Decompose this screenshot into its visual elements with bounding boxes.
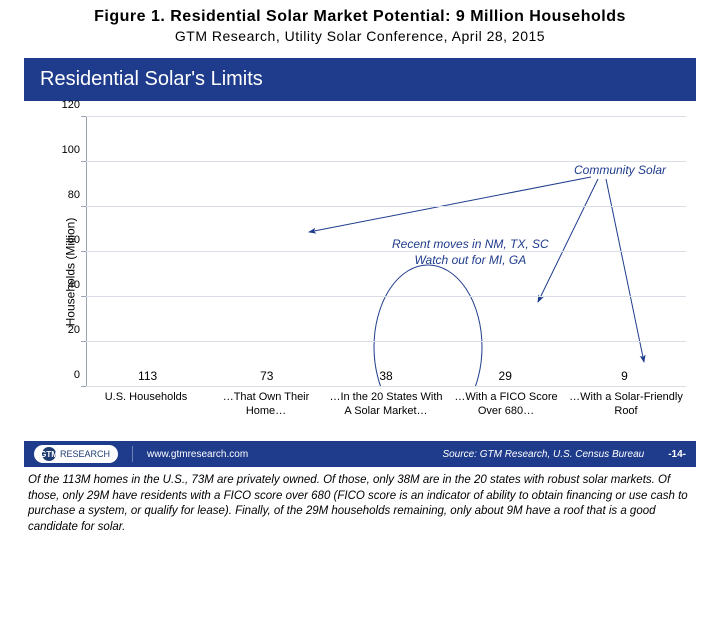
x-tick-label: …In the 20 States With A Solar Market…	[326, 387, 446, 437]
y-tick	[81, 251, 86, 252]
y-tick-label: 20	[68, 324, 86, 336]
bar-slot: 29	[446, 369, 565, 387]
figure-title: Figure 1. Residential Solar Market Poten…	[24, 8, 696, 26]
footer-source: Source: GTM Research, U.S. Census Bureau	[442, 449, 644, 460]
x-tick-label: …With a Solar-Friendly Roof	[566, 387, 686, 437]
x-tick-label: …That Own Their Home…	[206, 387, 326, 437]
bar-value-label: 9	[621, 369, 628, 383]
y-tick-label: 100	[62, 144, 86, 156]
gtm-logo-text: RESEARCH	[60, 449, 110, 459]
bar-value-label: 29	[499, 369, 512, 383]
x-tick-labels: U.S. Households…That Own Their Home……In …	[86, 387, 686, 437]
bar-chart: Households (Million) 1137338299 02040608…	[24, 107, 696, 437]
y-tick-label: 60	[68, 234, 86, 246]
bars-container: 113 73 38 29 9	[86, 117, 686, 387]
grid-line	[86, 296, 686, 297]
footer-url: www.gtmresearch.com	[147, 449, 248, 460]
grid-line	[86, 341, 686, 342]
y-tick	[81, 116, 86, 117]
banner-text: Residential Solar's Limits	[40, 68, 263, 90]
y-tick	[81, 341, 86, 342]
y-tick-label: 40	[68, 279, 86, 291]
y-tick	[81, 161, 86, 162]
x-tick-label: …With a FICO Score Over 680…	[446, 387, 566, 437]
grid-line	[86, 161, 686, 162]
caption: Of the 113M homes in the U.S., 73M are p…	[24, 473, 696, 535]
bar-slot: 9	[565, 369, 684, 387]
bar-value-label: 73	[260, 369, 273, 383]
grid-line	[86, 206, 686, 207]
footer-separator	[132, 446, 133, 462]
bar-slot: 113	[88, 369, 207, 387]
y-tick-label: 0	[74, 369, 86, 381]
y-tick-label: 120	[62, 99, 86, 111]
grid-line	[86, 251, 686, 252]
footer-page: -14-	[668, 449, 686, 460]
figure-subtitle: GTM Research, Utility Solar Conference, …	[24, 28, 696, 44]
gtm-logo-mark: GTM	[42, 447, 56, 461]
bar-slot: 38	[326, 369, 445, 387]
bar-value-label: 113	[138, 369, 157, 383]
banner: Residential Solar's Limits	[24, 58, 696, 101]
bar-value-label: 38	[379, 369, 392, 383]
plot-area: 1137338299 020406080100120Community Sola…	[86, 117, 686, 387]
annotation-label: Recent moves in NM, TX, SCWatch out for …	[392, 237, 549, 268]
y-tick	[81, 206, 86, 207]
footer-bar: GTM RESEARCH www.gtmresearch.com Source:…	[24, 441, 696, 467]
y-tick-label: 80	[68, 189, 86, 201]
bar-slot: 73	[207, 369, 326, 387]
annotation-label: Community Solar	[574, 163, 666, 179]
x-tick-label: U.S. Households	[86, 387, 206, 437]
grid-line	[86, 116, 686, 117]
y-tick	[81, 296, 86, 297]
gtm-logo: GTM RESEARCH	[34, 445, 118, 463]
